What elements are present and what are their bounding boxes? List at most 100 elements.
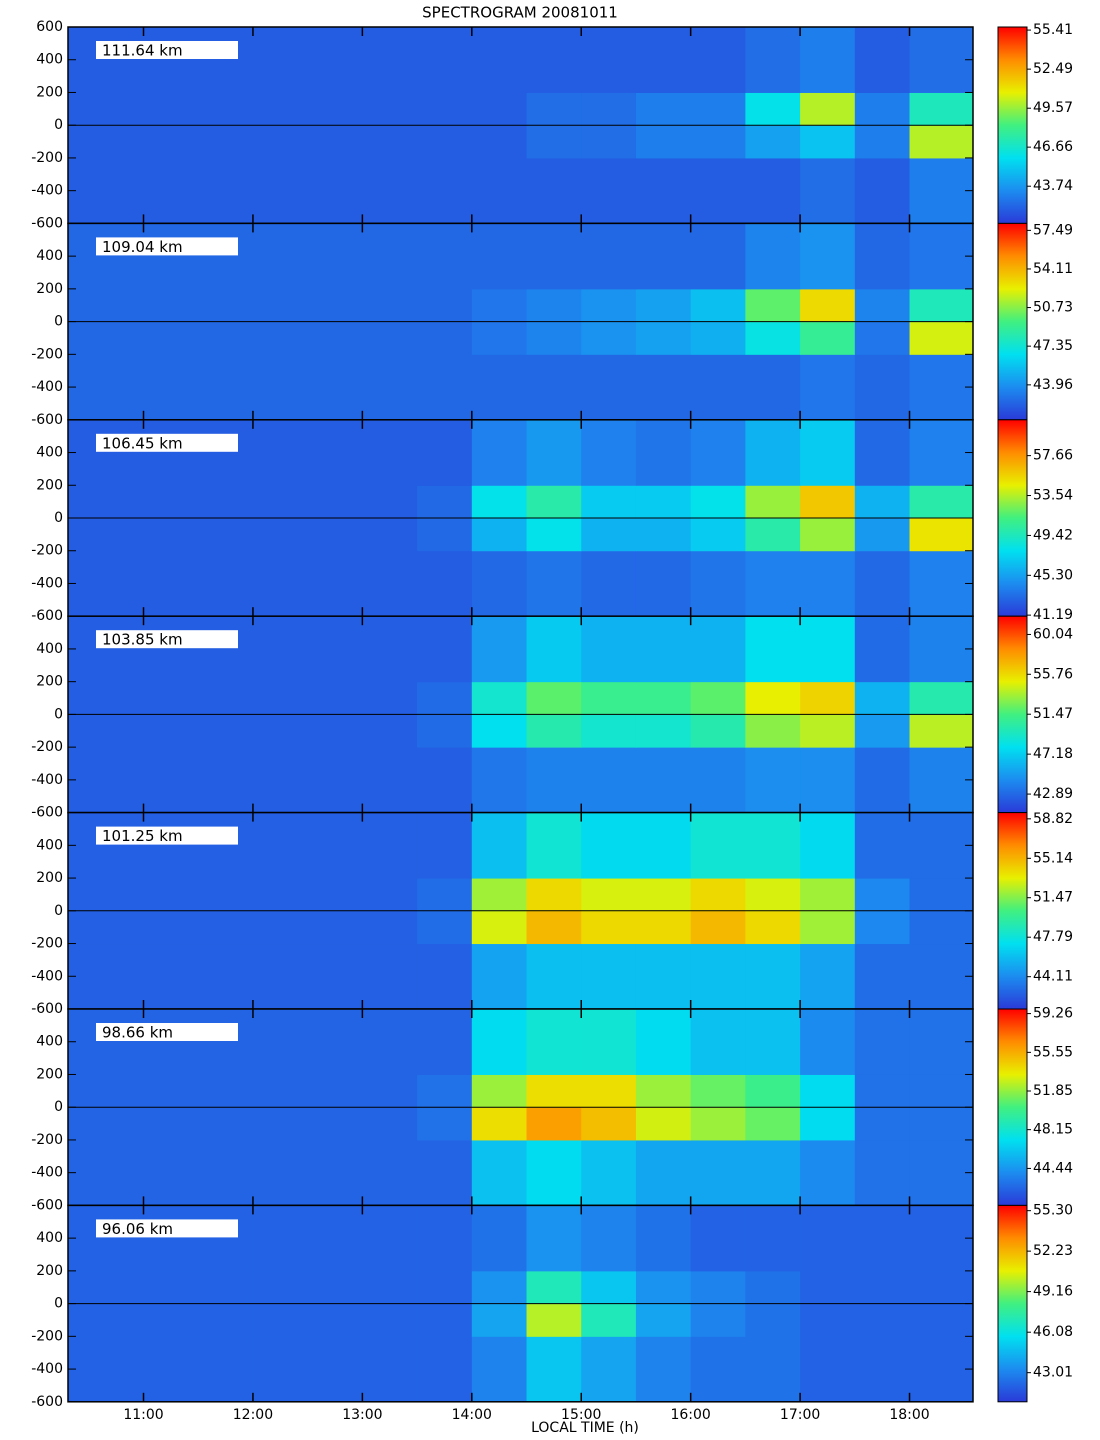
colorbar-tick-label: 52.23 <box>1033 1243 1073 1259</box>
y-tick-label: -600 <box>31 1394 63 1410</box>
heatmap-cell <box>909 943 974 1010</box>
heatmap-cell <box>417 419 473 486</box>
heatmap-cell <box>690 1303 746 1337</box>
heatmap-cell <box>745 910 801 945</box>
heatmap-cell <box>526 288 582 323</box>
heatmap-cell <box>800 485 856 519</box>
heatmap-cell <box>143 1270 254 1305</box>
y-tick-label: 200 <box>36 281 63 297</box>
colorbar <box>997 419 1028 617</box>
panel-label: 109.04 km <box>102 238 183 256</box>
heatmap-cell <box>143 288 254 323</box>
x-tick-label: 11:00 <box>123 1407 163 1423</box>
heatmap-cell <box>854 878 911 912</box>
heatmap-cell <box>471 27 528 93</box>
heatmap-cell <box>581 812 637 879</box>
heatmap-cell <box>471 943 528 1010</box>
heatmap-cell <box>68 223 145 290</box>
colorbar-tick-label: 46.08 <box>1033 1324 1073 1340</box>
heatmap-cell <box>471 419 528 486</box>
heatmap-cell <box>68 419 145 486</box>
y-tick-label: 0 <box>54 117 63 133</box>
heatmap-cell <box>471 157 528 224</box>
heatmap-cell <box>745 288 801 323</box>
heatmap-cell <box>854 157 911 224</box>
heatmap-cell <box>745 1336 801 1403</box>
heatmap-cell <box>362 485 418 519</box>
heatmap-cell <box>471 747 528 814</box>
heatmap-cell <box>909 1303 974 1337</box>
heatmap-cell <box>68 1139 145 1206</box>
heatmap-cell <box>854 550 911 617</box>
heatmap-cell <box>143 714 254 748</box>
heatmap-cell <box>526 714 582 748</box>
heatmap-cell <box>854 27 911 93</box>
heatmap-cell <box>417 812 473 879</box>
heatmap-cell <box>68 681 145 715</box>
heatmap-cell <box>143 1009 254 1075</box>
heatmap-cell <box>854 910 911 945</box>
heatmap-cell <box>690 92 746 126</box>
heatmap-cell <box>690 223 746 290</box>
heatmap-cell <box>362 223 418 290</box>
heatmap-cell <box>143 1303 254 1337</box>
heatmap-cell <box>745 943 801 1010</box>
heatmap-cell <box>909 1336 974 1403</box>
heatmap-cell <box>800 125 856 159</box>
heatmap-cell <box>362 1303 418 1337</box>
heatmap-cell <box>800 157 856 224</box>
heatmap-cell <box>690 288 746 323</box>
heatmap-cell <box>417 1270 473 1305</box>
colorbar-tick-label: 43.01 <box>1033 1365 1073 1381</box>
heatmap-cell <box>252 943 363 1010</box>
heatmap-cell <box>417 518 473 552</box>
colorbar-tick-label: 46.66 <box>1033 139 1073 155</box>
heatmap-cell <box>526 681 582 715</box>
heatmap-cell <box>745 681 801 715</box>
heatmap-cell <box>252 681 363 715</box>
heatmap-cell <box>252 878 363 912</box>
heatmap-cell <box>143 518 254 552</box>
heatmap-cell <box>581 518 637 552</box>
heatmap-cell <box>143 616 254 683</box>
y-tick-label: 0 <box>54 903 63 919</box>
heatmap-cell <box>745 714 801 748</box>
heatmap-cell <box>909 1107 974 1141</box>
chart-title: SPECTROGRAM 20081011 <box>422 4 618 22</box>
heatmap-cell <box>526 92 582 126</box>
heatmap-cell <box>800 714 856 748</box>
heatmap-cell <box>471 681 528 715</box>
heatmap-cell <box>745 321 801 355</box>
colorbar-tick-label: 55.76 <box>1033 666 1073 682</box>
heatmap-cell <box>690 1139 746 1206</box>
heatmap-cell <box>362 1107 418 1141</box>
heatmap-cell <box>800 812 856 879</box>
heatmap-cell <box>252 419 363 486</box>
heatmap-cell <box>362 681 418 715</box>
heatmap-cell <box>68 550 145 617</box>
heatmap-cell <box>854 616 911 683</box>
heatmap-cell <box>417 747 473 814</box>
heatmap-cell <box>800 943 856 1010</box>
heatmap-cell <box>745 419 801 486</box>
heatmap-cell <box>854 518 911 552</box>
heatmap-cell <box>690 518 746 552</box>
heatmap-cell <box>526 747 582 814</box>
heatmap-cell <box>745 1074 801 1108</box>
y-tick-label: 400 <box>36 1034 63 1050</box>
heatmap-cell <box>68 92 145 126</box>
heatmap-cell <box>68 812 145 879</box>
y-tick-label: -400 <box>31 1361 63 1377</box>
y-tick-label: 400 <box>36 445 63 461</box>
heatmap-cell <box>252 910 363 945</box>
heatmap-cell <box>252 1205 363 1272</box>
heatmap-cell <box>143 550 254 617</box>
y-tick-label: 400 <box>36 248 63 264</box>
colorbar-tick-label: 48.15 <box>1033 1122 1073 1138</box>
heatmap-cell <box>690 550 746 617</box>
colorbar-tick-label: 55.30 <box>1033 1203 1073 1219</box>
heatmap-cell <box>635 1205 692 1272</box>
heatmap-cell <box>143 812 254 879</box>
heatmap-cell <box>68 1270 145 1305</box>
heatmap-cell <box>471 714 528 748</box>
